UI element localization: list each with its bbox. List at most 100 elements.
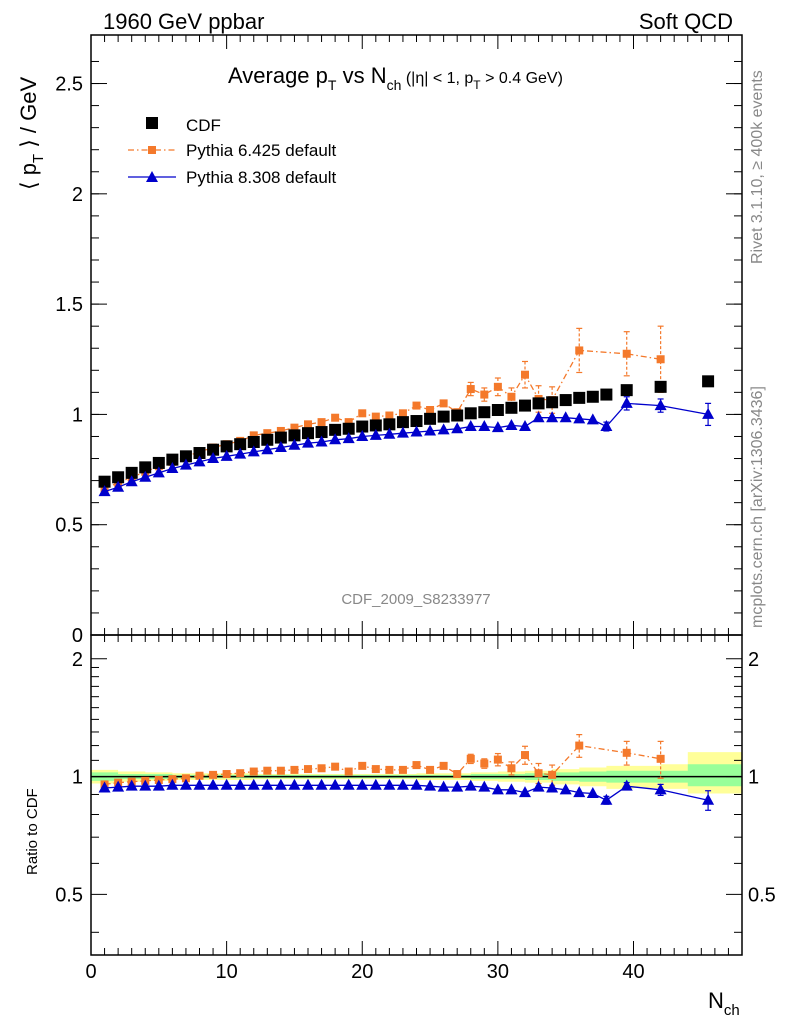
pythia8-ratio-point — [600, 793, 613, 805]
pythia8-ratio-point — [166, 778, 179, 790]
pythia6-ratio-point — [304, 765, 312, 774]
rivet-version-text: Rivet 3.1.10, ≥ 400k events — [749, 70, 766, 264]
cdf-main-point — [573, 391, 586, 404]
pythia6-main-point — [439, 399, 448, 408]
pythia8-ratio-point — [532, 780, 545, 792]
cdf-main-point — [546, 396, 559, 409]
pythia8-main-point — [396, 426, 409, 438]
pythia6-ratio-point — [480, 759, 489, 768]
cdf-main-point — [519, 399, 531, 412]
pythia6-ratio-point — [493, 755, 502, 764]
pythia8-main-point — [464, 420, 477, 432]
header-left: 1960 GeV ppbar — [103, 9, 264, 34]
pythia6-main-point — [466, 385, 475, 394]
pythia8-main-point — [125, 475, 138, 487]
main-ytick-label: 1.5 — [55, 294, 83, 316]
pythia6-ratio-point — [249, 767, 258, 776]
cdf-main-point — [193, 447, 206, 460]
pythia6-ratio-point — [209, 770, 218, 779]
pythia8-ratio-point — [559, 783, 572, 795]
pythia8-main-point — [207, 452, 220, 464]
pythia8-main-point — [437, 423, 450, 435]
ratio-ytick-label: 0.5 — [55, 884, 83, 906]
pythia8-ratio-point — [437, 780, 450, 792]
ratio-ylabel: Ratio to CDF — [24, 788, 41, 875]
pythia6-main-point — [358, 409, 367, 418]
ratio-ytick-label: 2 — [72, 649, 83, 671]
pythia6-ratio-point — [521, 751, 529, 760]
pythia8-ratio-point — [424, 779, 437, 791]
pythia8-main-point — [261, 443, 274, 455]
pythia8-main-point — [573, 412, 586, 424]
pythia6-ratio-point — [439, 761, 448, 770]
pythia8-main-point — [329, 433, 342, 445]
pythia6-main-point — [249, 431, 258, 440]
cdf-main-point — [451, 409, 464, 422]
pythia6-main-point — [304, 420, 312, 429]
pythia6-ratio-point — [371, 765, 380, 774]
x-axis-label: Nch — [708, 988, 740, 1019]
pythia6-ratio-point — [344, 767, 353, 776]
pythia6-ratio-point — [466, 754, 475, 763]
cdf-main-point — [654, 380, 667, 393]
cdf-main-point — [207, 443, 220, 456]
cdf-main-point — [532, 397, 545, 410]
ratio-ytick-label-right: 1 — [748, 767, 759, 789]
pythia8-main-point — [410, 425, 423, 437]
pythia6-ratio-point — [385, 765, 394, 774]
cdf-main-point — [329, 423, 342, 436]
main-ylabel: ⟨ pT ⟩ / GeV — [16, 77, 47, 190]
pythia8-main-point — [288, 438, 301, 450]
pythia8-ratio-point — [342, 778, 355, 790]
cdf-main-point — [491, 404, 504, 416]
pythia6-main-point — [622, 349, 631, 358]
pythia8-ratio-point — [247, 778, 260, 790]
ratio-ytick-label: 1 — [72, 767, 83, 789]
cdf-main-point — [478, 406, 491, 419]
pythia8-main-point — [342, 432, 355, 444]
main-ytick-label: 2 — [72, 184, 83, 206]
pythia8-ratio-point — [207, 778, 220, 790]
pythia8-ratio-point — [234, 778, 247, 790]
pythia8-main-point — [620, 396, 633, 408]
cdf-main-point — [302, 427, 314, 440]
legend-entry-pythia6: Pythia 6.425 default — [128, 141, 337, 160]
header-right: Soft QCD — [639, 9, 733, 34]
pythia6-ratio-point — [290, 765, 299, 774]
pythia6-main-point — [331, 413, 340, 422]
pythia8-main-point — [424, 424, 437, 436]
pythia8-main-point — [478, 420, 491, 432]
pythia6-main-point — [480, 390, 489, 399]
pythia6-main-point — [493, 382, 502, 391]
pythia8-main-point — [139, 470, 152, 482]
pythia8-ratio-point — [274, 778, 287, 790]
pythia8-ratio-point — [193, 778, 206, 790]
pythia6-ratio-point — [263, 766, 272, 775]
pythia8-ratio-point — [302, 778, 314, 790]
cdf-main-point — [424, 412, 437, 425]
cdf-main-point — [356, 420, 369, 433]
main-ytick-label: 1 — [72, 404, 83, 426]
main-ytick-label: 0 — [72, 625, 83, 647]
pythia8-ratio-point — [573, 786, 586, 798]
legend-label-pythia6: Pythia 6.425 default — [186, 141, 337, 160]
pythia6-ratio-point — [181, 774, 190, 783]
pythia6-ratio-point — [317, 764, 326, 773]
cdf-main-point — [247, 435, 260, 448]
pythia8-main-point — [274, 441, 287, 452]
pythia8-ratio-point — [396, 778, 409, 790]
cdf-main-point — [166, 453, 179, 466]
pythia8-ratio-point — [491, 783, 504, 795]
pythia8-ratio-point — [546, 781, 559, 793]
legend-marker-pythia6 — [148, 146, 156, 154]
x-tick-label: 0 — [85, 961, 96, 983]
pythia8-main-point — [112, 480, 125, 492]
pythia8-ratio-point — [478, 780, 491, 792]
legend: CDF Pythia 6.425 default Pythia 8.308 de… — [128, 116, 337, 187]
pythia8-ratio-point — [451, 780, 464, 792]
x-tick-label: 20 — [351, 961, 373, 983]
pythia8-main-point — [600, 420, 613, 432]
pythia6-ratio-point — [398, 765, 407, 774]
cdf-main-point — [179, 450, 192, 463]
pythia6-ratio-point — [195, 771, 204, 780]
